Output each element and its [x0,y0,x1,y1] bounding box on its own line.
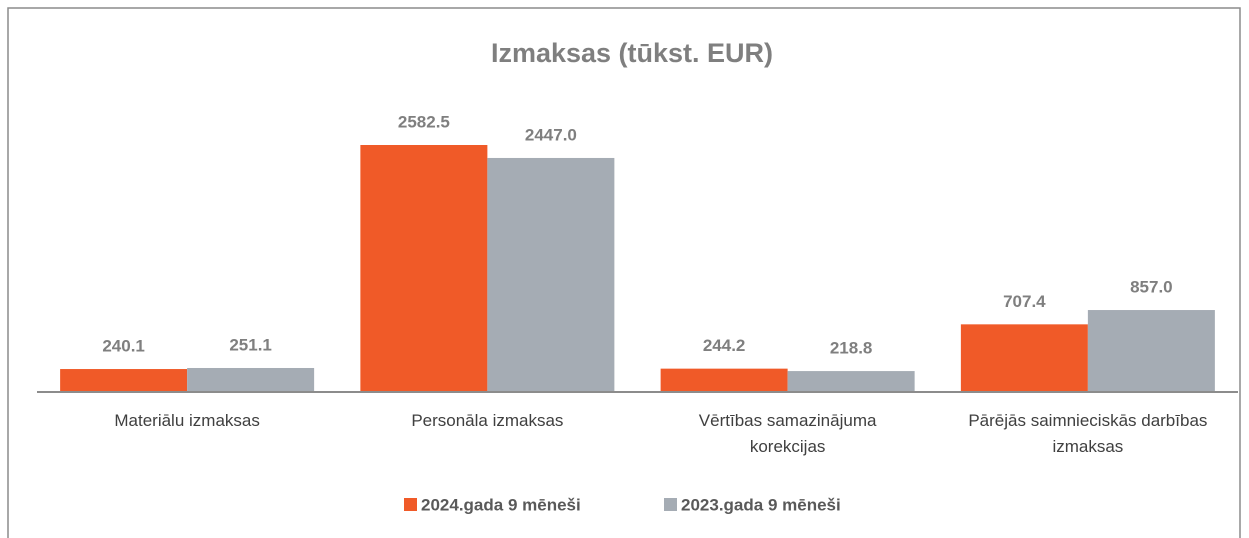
x-tick-label: Pārējās saimnieciskās darbības izmaksas [968,411,1208,456]
chart-title: Izmaksas (tūkst. EUR) [491,38,773,68]
value-label: 2447.0 [525,125,577,144]
bar [787,371,915,392]
legend-label: 2024.gada 9 mēneši [421,495,581,514]
x-tick-label: Vērtības samazinājuma korekcijas [698,411,877,456]
bar [1087,310,1215,392]
value-label: 240.1 [102,337,145,356]
bar [960,324,1088,392]
x-tick-label: Personāla izmaksas [411,411,564,430]
bar [187,367,315,392]
legend-swatch [664,498,677,511]
legend-swatch [404,498,417,511]
value-label: 251.1 [229,335,272,354]
value-label: 244.2 [703,336,746,355]
bar [360,145,488,392]
value-label: 2582.5 [398,112,450,131]
bar [60,369,188,392]
frame [7,7,1241,538]
value-label: 707.4 [1003,292,1046,311]
bar [487,157,615,392]
x-tick-label: Materiālu izmaksas [114,411,260,430]
legend-label: 2023.gada 9 mēneši [681,495,841,514]
bar [660,368,788,392]
value-label: 218.8 [830,339,873,358]
value-label: 857.0 [1130,278,1173,297]
